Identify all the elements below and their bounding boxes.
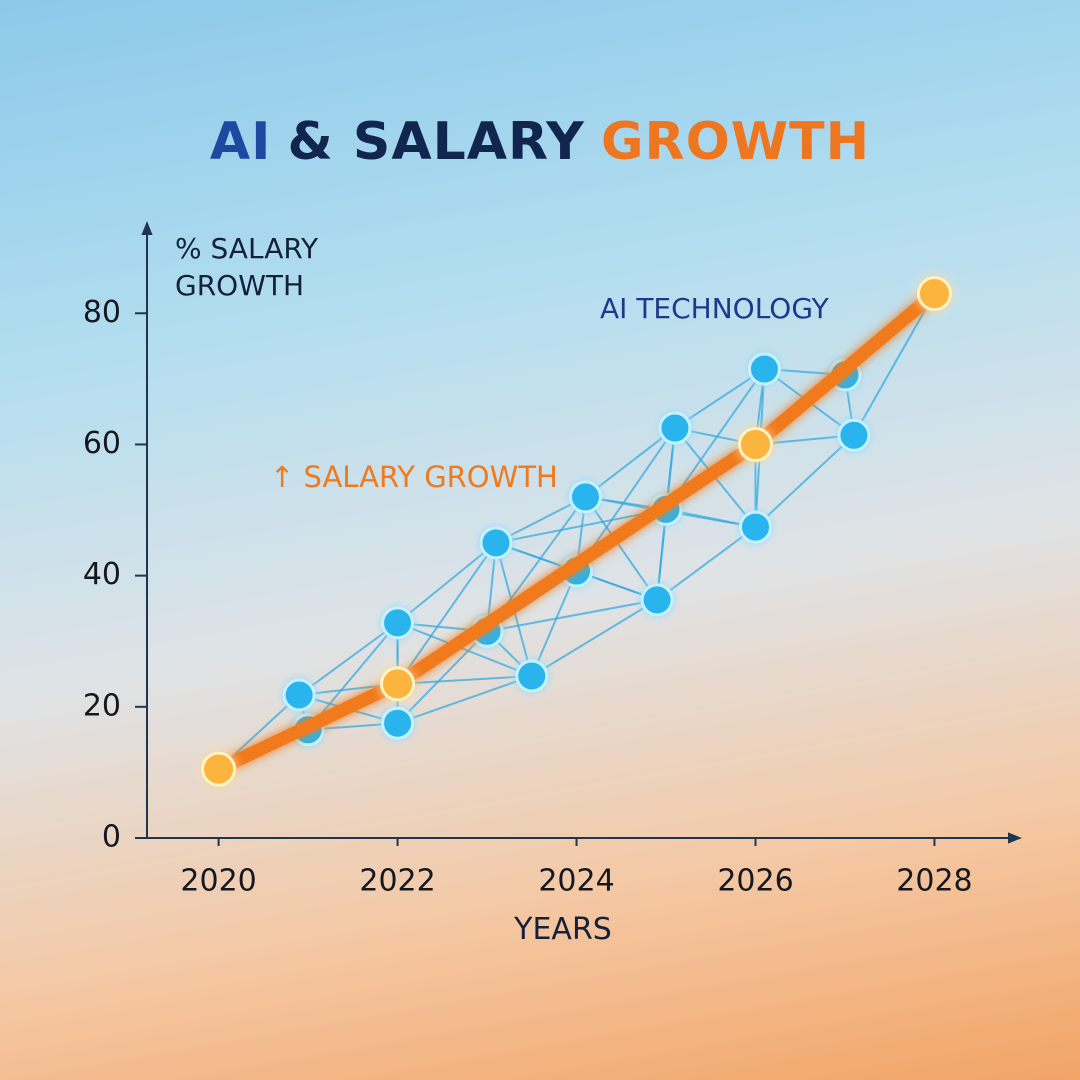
y-axis-label: % SALARY GROWTH [175,232,319,302]
x-tick-label: 2028 [896,864,972,899]
x-tick-label: 2022 [359,864,435,899]
network-edge [584,496,658,601]
y-tick-label: 40 [83,557,121,592]
ai-node [747,352,781,386]
network-edge [298,622,399,696]
title-part: & SALARY [287,112,585,172]
ai-node [479,526,513,560]
ai-node [282,678,316,712]
title-part: GROWTH [600,112,871,172]
salary-point [201,751,237,787]
network-edge [530,570,578,677]
y-tick-label: 80 [83,295,121,330]
ai-node [658,411,692,445]
y-tick-label: 60 [83,426,121,461]
x-axis-label: YEARS [514,912,612,947]
salary-point [916,276,952,312]
x-tick-label: 2026 [717,864,793,899]
ai-node [640,583,674,617]
y-tick-label: 20 [83,688,121,723]
ai-node [837,418,871,452]
ai-node [381,706,415,740]
title-part: AI [209,112,272,172]
network-edge [396,630,488,724]
network-edge [754,434,855,528]
ai-node [515,659,549,693]
network-edge [397,674,532,685]
salary-point [737,426,773,462]
network [217,292,936,771]
x-tick-label: 2020 [180,864,256,899]
network-edge [486,598,658,633]
network-edge [584,427,676,498]
network-edge [396,542,497,624]
marks [201,276,952,787]
chart-title: AI & SALARY GROWTH [0,112,1080,172]
network-edge [674,368,765,429]
x-tick-label: 2024 [538,864,614,899]
network-edge [495,496,586,544]
network-edge [397,675,533,725]
series-label: ↑ SALARY GROWTH [270,460,558,494]
series-label: AI TECHNOLOGY [600,292,829,325]
ai-node [568,480,602,514]
axes: 0 20 40 60 80 2020 2022 2024 2026 2028 [83,221,1022,899]
network-edge [396,542,497,685]
network-edge [853,293,936,436]
salary-line [212,287,941,776]
y-tick-label: 0 [102,820,121,855]
network-edge [531,599,658,677]
network-edge [307,622,399,731]
ai-node [381,606,415,640]
network-edge [656,526,757,601]
network-edge [397,621,533,677]
salary-point [380,666,416,702]
ai-node [738,510,772,544]
